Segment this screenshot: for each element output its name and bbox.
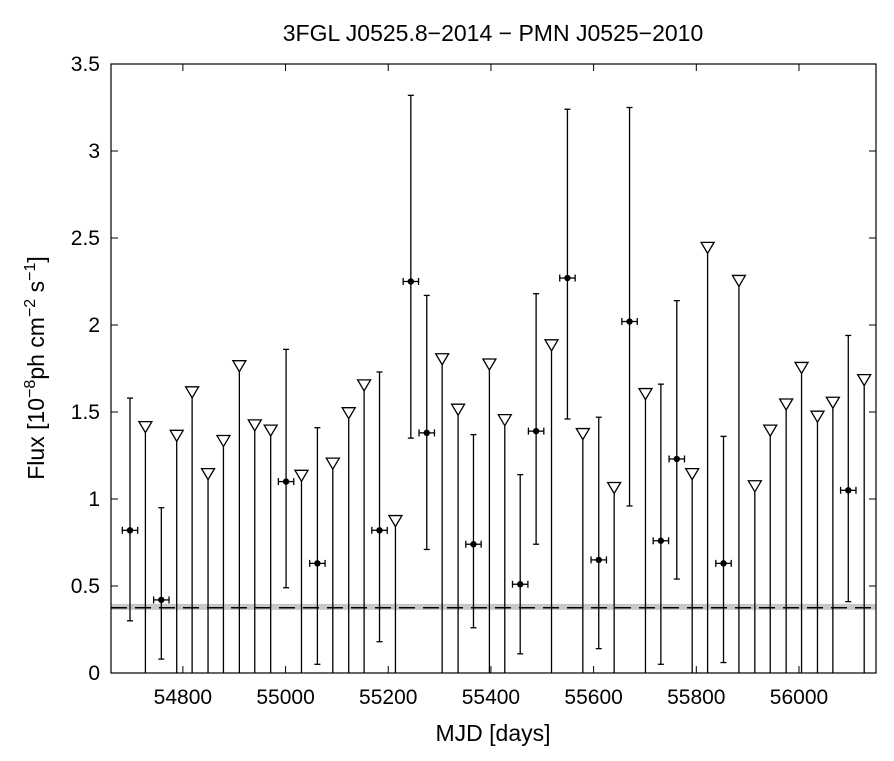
upper-limit-marker xyxy=(762,424,778,438)
detection-point xyxy=(595,556,602,564)
detection-point xyxy=(158,596,165,604)
detection-point xyxy=(626,318,633,325)
upper-limit-marker xyxy=(184,386,200,400)
detection-point xyxy=(423,429,430,437)
axes-frame xyxy=(110,63,877,674)
x-tick-label: 55200 xyxy=(359,686,417,709)
upper-limit-marker xyxy=(543,339,560,353)
detection-point xyxy=(657,537,665,544)
upper-limit-marker xyxy=(325,457,341,471)
y-label-suffix: ] xyxy=(23,256,49,262)
detection-point xyxy=(532,427,540,435)
upper-limit-marker xyxy=(606,481,622,495)
detection-point xyxy=(407,278,415,285)
detection-point xyxy=(845,487,852,494)
upper-limit-marker xyxy=(200,467,216,481)
detection-point xyxy=(282,478,290,485)
upper-limit-marker xyxy=(684,467,700,481)
x-tick-label: 55400 xyxy=(462,686,520,709)
upper-limit-marker xyxy=(137,420,154,434)
upper-limit-marker xyxy=(434,353,450,367)
y-tick-label: 1 xyxy=(88,488,100,511)
upper-limit-marker xyxy=(293,469,310,483)
y-label-prefix: Flux [10 xyxy=(23,398,49,480)
upper-limit-marker xyxy=(247,419,263,433)
x-tick-label: 55800 xyxy=(667,686,725,709)
upper-limit-marker xyxy=(481,358,498,372)
y-tick-label: 3.5 xyxy=(71,53,100,76)
y-label-exponent-3: −1 xyxy=(22,263,39,281)
upper-limit-marker xyxy=(450,403,466,417)
plot-area xyxy=(111,94,876,673)
upper-limit-marker xyxy=(793,361,810,375)
y-label-unit-photon-cm: ph cm xyxy=(23,317,49,380)
detection-point xyxy=(564,274,571,282)
axis-ticks: 54800 55000 55200 55400 55600 55800 56000 0 0.5 1… xyxy=(71,53,876,709)
detection-point xyxy=(673,455,680,463)
upper-limit-marker xyxy=(263,424,279,438)
x-axis-label: MJD [days] xyxy=(435,720,550,746)
detection-point xyxy=(720,560,727,567)
upper-limit-marker xyxy=(747,480,763,494)
upper-limit-marker xyxy=(809,410,826,424)
y-tick-label: 1.5 xyxy=(71,401,100,424)
y-label-unit-seconds: s xyxy=(23,281,49,299)
y-label-exponent-1: −8 xyxy=(22,380,39,398)
x-tick-label: 55000 xyxy=(256,686,314,709)
detection-point xyxy=(314,560,321,567)
upper-limit-marker xyxy=(341,407,357,420)
upper-limit-marker xyxy=(215,434,232,448)
x-tick-label: 55600 xyxy=(564,686,622,709)
upper-limit-marker xyxy=(169,429,185,443)
upper-limit-marker xyxy=(387,514,404,528)
upper-limit-marker xyxy=(699,241,716,255)
x-tick-label: 54800 xyxy=(154,686,212,709)
y-tick-label: 0 xyxy=(88,662,100,685)
upper-limit-marker xyxy=(825,396,841,410)
y-axis-label: Flux [10−8ph cm−2 s−1] xyxy=(22,256,49,480)
detection-point xyxy=(516,581,524,588)
y-tick-label: 2 xyxy=(88,314,100,337)
upper-limit-marker xyxy=(497,413,513,427)
upper-limit-marker xyxy=(575,427,591,441)
y-tick-label: 3 xyxy=(88,140,100,163)
upper-limit-marker xyxy=(778,398,794,412)
y-label-exponent-2: −2 xyxy=(22,299,39,317)
upper-limit-marker xyxy=(231,360,247,373)
y-tick-label: 2.5 xyxy=(71,227,100,250)
upper-limit-marker xyxy=(856,373,872,387)
upper-limit-marker xyxy=(637,387,654,401)
y-tick-label: 0.5 xyxy=(71,575,100,598)
detection-point xyxy=(470,541,477,548)
chart-title: 3FGL J0525.8−2014 − PMN J0525−2010 xyxy=(283,20,703,46)
upper-limit-marker xyxy=(356,379,372,393)
x-tick-label: 56000 xyxy=(770,686,828,709)
upper-limit-marker xyxy=(731,274,747,288)
detection-point xyxy=(126,527,134,534)
detection-point xyxy=(376,527,383,534)
